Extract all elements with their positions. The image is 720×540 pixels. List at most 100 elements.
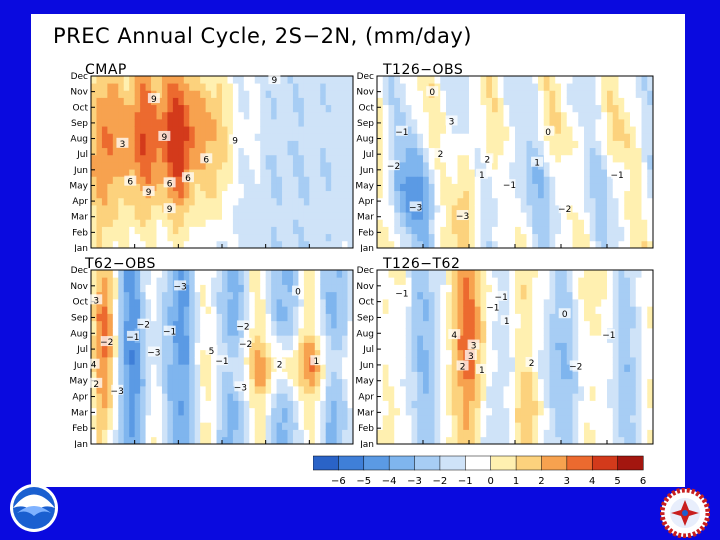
heatmap-cell — [446, 299, 453, 307]
heatmap-cell — [411, 335, 418, 343]
heatmap-cell — [555, 306, 562, 314]
heatmap-cell — [434, 111, 441, 120]
heatmap-cell — [457, 240, 464, 249]
heatmap-cell — [161, 90, 168, 98]
heatmap-cell — [216, 415, 223, 423]
heatmap-cell — [91, 140, 97, 149]
heatmap-cell — [584, 90, 591, 98]
heatmap-cell — [282, 176, 288, 184]
heatmap-cell — [549, 119, 556, 127]
heatmap-cell — [238, 313, 245, 322]
heatmap-cell — [520, 335, 527, 343]
heatmap-cell — [607, 342, 614, 351]
heatmap-cell — [325, 226, 332, 235]
heatmap-cell — [515, 349, 522, 358]
heatmap-cell — [123, 219, 130, 227]
colorbar-label: −3 — [407, 476, 422, 487]
heatmap-cell — [260, 205, 267, 213]
heatmap-cell — [222, 291, 228, 300]
heatmap-cell — [107, 90, 114, 98]
heatmap-cell — [503, 436, 510, 445]
heatmap-cell — [265, 284, 272, 293]
heatmap-cell — [156, 393, 163, 401]
heatmap-cell — [497, 407, 504, 416]
heatmap-cell — [446, 197, 453, 206]
heatmap-cell — [520, 422, 527, 430]
heatmap-cell — [211, 371, 217, 380]
heatmap-cell — [549, 104, 556, 113]
heatmap-cell — [555, 371, 562, 380]
heatmap-cell — [331, 240, 338, 249]
panel-title: T126−T62 — [383, 256, 461, 272]
heatmap-cell — [107, 284, 114, 293]
heatmap-cell — [440, 393, 447, 401]
heatmap-cell — [635, 97, 642, 106]
heatmap-cell — [538, 313, 545, 322]
heatmap-cell — [526, 226, 533, 235]
heatmap-cell — [388, 226, 395, 235]
heatmap-cell — [314, 119, 321, 127]
heatmap-cell — [400, 364, 407, 372]
heatmap-cell — [216, 104, 223, 113]
heatmap-cell — [566, 176, 573, 184]
heatmap-cell — [314, 133, 321, 141]
heatmap-cell — [635, 176, 642, 184]
heatmap-cell — [543, 400, 550, 409]
heatmap-cell — [222, 212, 228, 220]
heatmap-cell — [497, 240, 504, 249]
heatmap-cell — [595, 313, 602, 322]
heatmap-cell — [200, 378, 207, 387]
heatmap-cell — [635, 205, 642, 213]
heatmap-cell — [298, 190, 305, 199]
heatmap-cell — [314, 104, 321, 113]
heatmap-cell — [417, 176, 424, 184]
heatmap-cell — [434, 197, 441, 206]
heatmap-cell — [377, 240, 384, 249]
heatmap-cell — [347, 357, 354, 365]
heatmap-cell — [156, 233, 163, 242]
heatmap-cell — [520, 104, 527, 113]
heatmap-cell — [292, 76, 299, 84]
heatmap-cell — [151, 76, 157, 84]
heatmap-cell — [107, 162, 114, 170]
heatmap-cell — [641, 176, 648, 184]
heatmap-cell — [292, 313, 299, 322]
heatmap-cell — [167, 415, 174, 423]
heatmap-cell — [463, 270, 470, 278]
heatmap-cell — [331, 111, 338, 120]
heatmap-cell — [129, 162, 136, 170]
heatmap-cell — [400, 140, 407, 149]
heatmap-cell — [469, 277, 476, 285]
heatmap-cell — [314, 212, 321, 220]
heatmap-cell — [107, 197, 114, 206]
heatmap-cell — [91, 133, 97, 141]
heatmap-cell — [647, 76, 654, 84]
heatmap-cell — [314, 342, 321, 351]
heatmap-cell — [572, 97, 579, 106]
heatmap-cell — [238, 429, 245, 438]
heatmap-cell — [595, 90, 602, 98]
heatmap-cell — [515, 422, 522, 430]
contour-label: −3 — [409, 203, 422, 213]
heatmap-cell — [492, 76, 499, 84]
heatmap-cell — [382, 422, 389, 430]
heatmap-cell — [624, 212, 631, 220]
heatmap-cell — [194, 299, 201, 307]
heatmap-cell — [394, 205, 401, 213]
heatmap-cell — [227, 371, 234, 380]
heatmap-cell — [578, 197, 585, 206]
heatmap-cell — [336, 299, 343, 307]
heatmap-cell — [342, 284, 348, 293]
heatmap-cell — [538, 415, 545, 423]
contour-label: 3 — [93, 296, 99, 306]
heatmap-cell — [243, 169, 250, 177]
heatmap-cell — [189, 140, 196, 149]
heatmap-cell — [492, 190, 499, 199]
y-tick-label: Jan — [73, 440, 88, 448]
heatmap-cell — [446, 291, 453, 300]
heatmap-cell — [635, 270, 642, 278]
heatmap-cell — [249, 219, 256, 227]
heatmap-cell — [134, 349, 141, 358]
heatmap-cell — [532, 190, 539, 199]
heatmap-cell — [309, 436, 316, 445]
